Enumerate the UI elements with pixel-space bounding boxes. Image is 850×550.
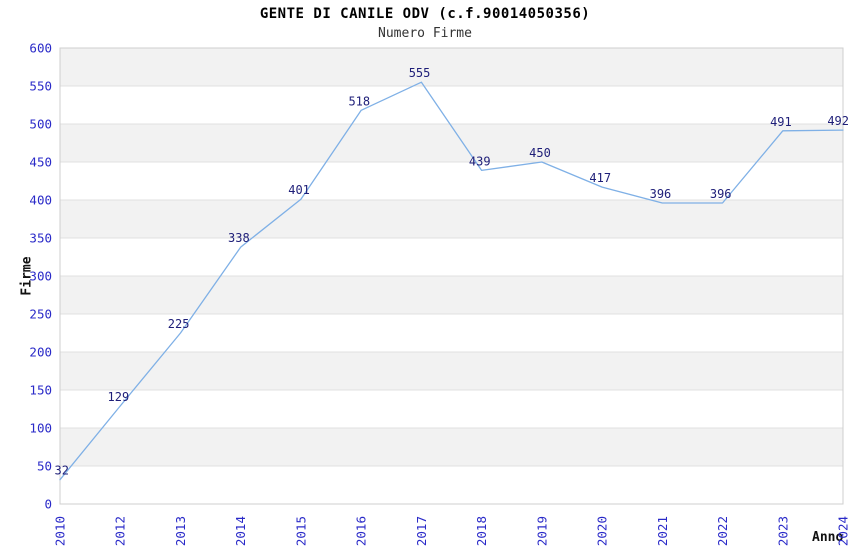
y-tick-label: 500 (29, 117, 52, 132)
chart-subtitle: Numero Firme (378, 26, 472, 41)
y-tick-label: 100 (29, 421, 52, 436)
plot-band (60, 276, 843, 314)
y-tick-label: 450 (29, 155, 52, 170)
y-tick-label: 550 (29, 79, 52, 94)
y-tick-label: 0 (44, 497, 52, 512)
data-point-label: 396 (650, 187, 672, 201)
y-tick-label: 50 (37, 459, 52, 474)
data-point-label: 450 (529, 146, 551, 160)
data-point-label: 225 (168, 317, 190, 331)
y-tick-label: 300 (29, 269, 52, 284)
plot-band (60, 390, 843, 428)
data-point-label: 439 (469, 154, 491, 168)
data-point-label: 518 (348, 94, 370, 108)
plot-band (60, 124, 843, 162)
data-point-label: 32 (55, 464, 69, 478)
x-tick-label: 2015 (293, 516, 308, 546)
data-point-label: 492 (827, 114, 849, 128)
y-tick-label: 150 (29, 383, 52, 398)
data-point-label: 396 (710, 187, 732, 201)
chart-title: GENTE DI CANILE ODV (c.f.90014050356) (259, 6, 591, 22)
plot-border (59, 47, 844, 505)
y-tick-label: 350 (29, 231, 52, 246)
x-tick-label: 2014 (233, 516, 248, 546)
plot-band (60, 466, 843, 504)
plot-band (60, 86, 843, 124)
plot-band (60, 238, 843, 276)
plot-band (60, 48, 843, 86)
data-point-label: 401 (288, 183, 310, 197)
series-line (59, 81, 844, 481)
plot-band (60, 314, 843, 352)
x-axis-title: Anno (812, 530, 844, 545)
x-tick-label: 2023 (775, 516, 790, 546)
data-point-label: 417 (589, 171, 611, 185)
x-tick-label: 2019 (534, 516, 549, 546)
x-tick-label: 2012 (113, 516, 128, 546)
x-tick-label: 2016 (354, 516, 369, 546)
data-point-label: 129 (108, 390, 130, 404)
data-point-label: 555 (409, 66, 431, 80)
y-tick-label: 600 (29, 41, 52, 56)
x-tick-label: 2022 (715, 516, 730, 546)
plot-band (60, 162, 843, 200)
x-tick-label: 2021 (655, 516, 670, 546)
plot-band (60, 428, 843, 466)
plot-band (60, 352, 843, 390)
y-tick-label: 200 (29, 345, 52, 360)
x-tick-label: 2024 (836, 516, 850, 546)
y-tick-label: 400 (29, 193, 52, 208)
plot-band (60, 200, 843, 238)
x-tick-label: 2020 (595, 516, 610, 546)
y-tick-label: 250 (29, 307, 52, 322)
x-tick-label: 2013 (173, 516, 188, 546)
x-tick-label: 2018 (474, 516, 489, 546)
x-tick-label: 2010 (53, 516, 68, 546)
data-point-label: 338 (228, 231, 250, 245)
data-point-label: 491 (770, 115, 792, 129)
x-tick-label: 2017 (414, 516, 429, 546)
